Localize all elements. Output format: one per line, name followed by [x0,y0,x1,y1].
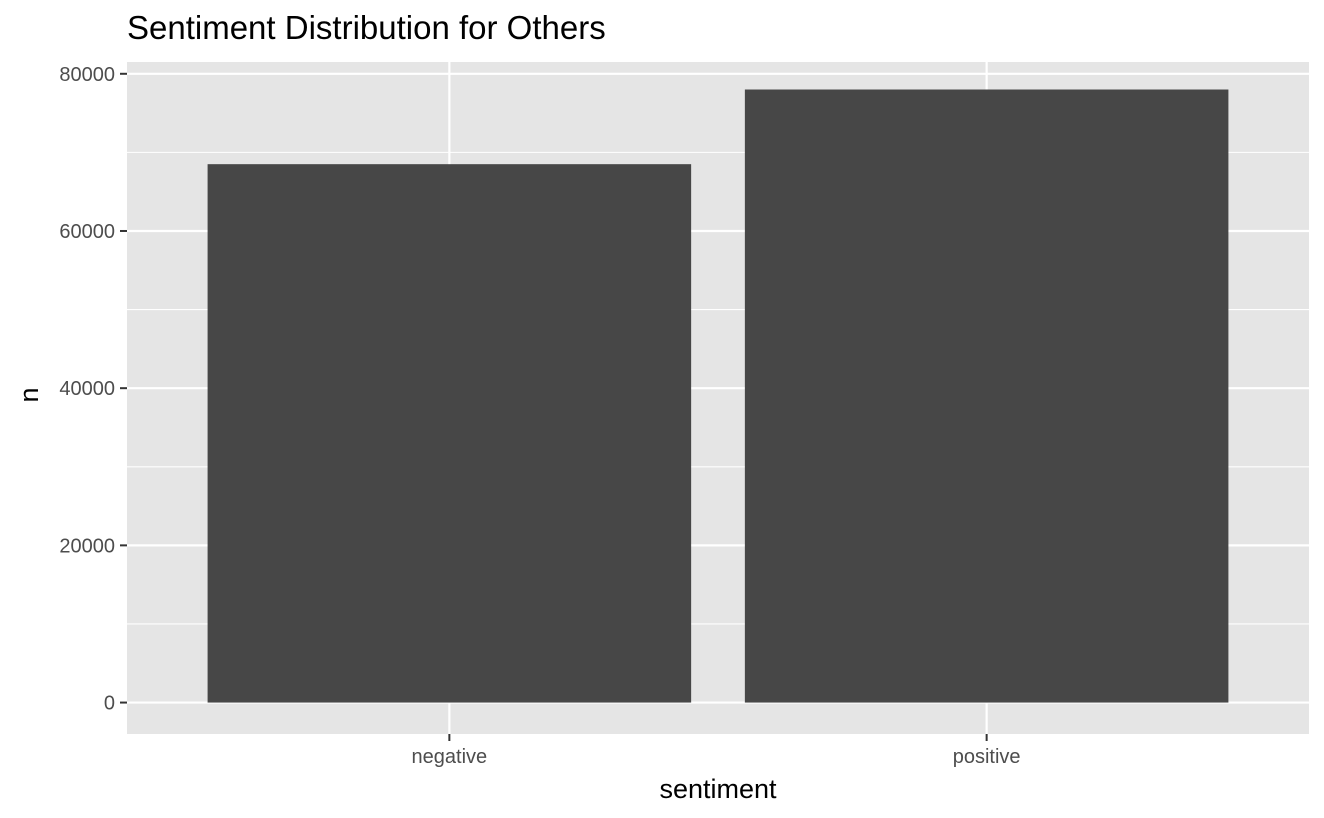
x-axis-title: sentiment [659,774,777,804]
y-tick-label: 0 [104,693,115,715]
chart-title: Sentiment Distribution for Others [127,9,606,46]
bars [207,89,1229,703]
x-tick-label: negative [412,746,488,768]
bar-negative [207,164,692,703]
y-tick-label: 80000 [59,64,115,86]
y-axis-title: n [14,387,44,402]
x-tick-label: positive [953,746,1021,768]
y-axis: 0 20000 40000 60000 80000 [59,64,127,715]
bar-positive [744,89,1229,703]
y-tick-label: 60000 [59,221,115,243]
x-axis: negative positive [412,734,1021,768]
y-tick-label: 20000 [59,535,115,557]
y-tick-label: 40000 [59,378,115,400]
